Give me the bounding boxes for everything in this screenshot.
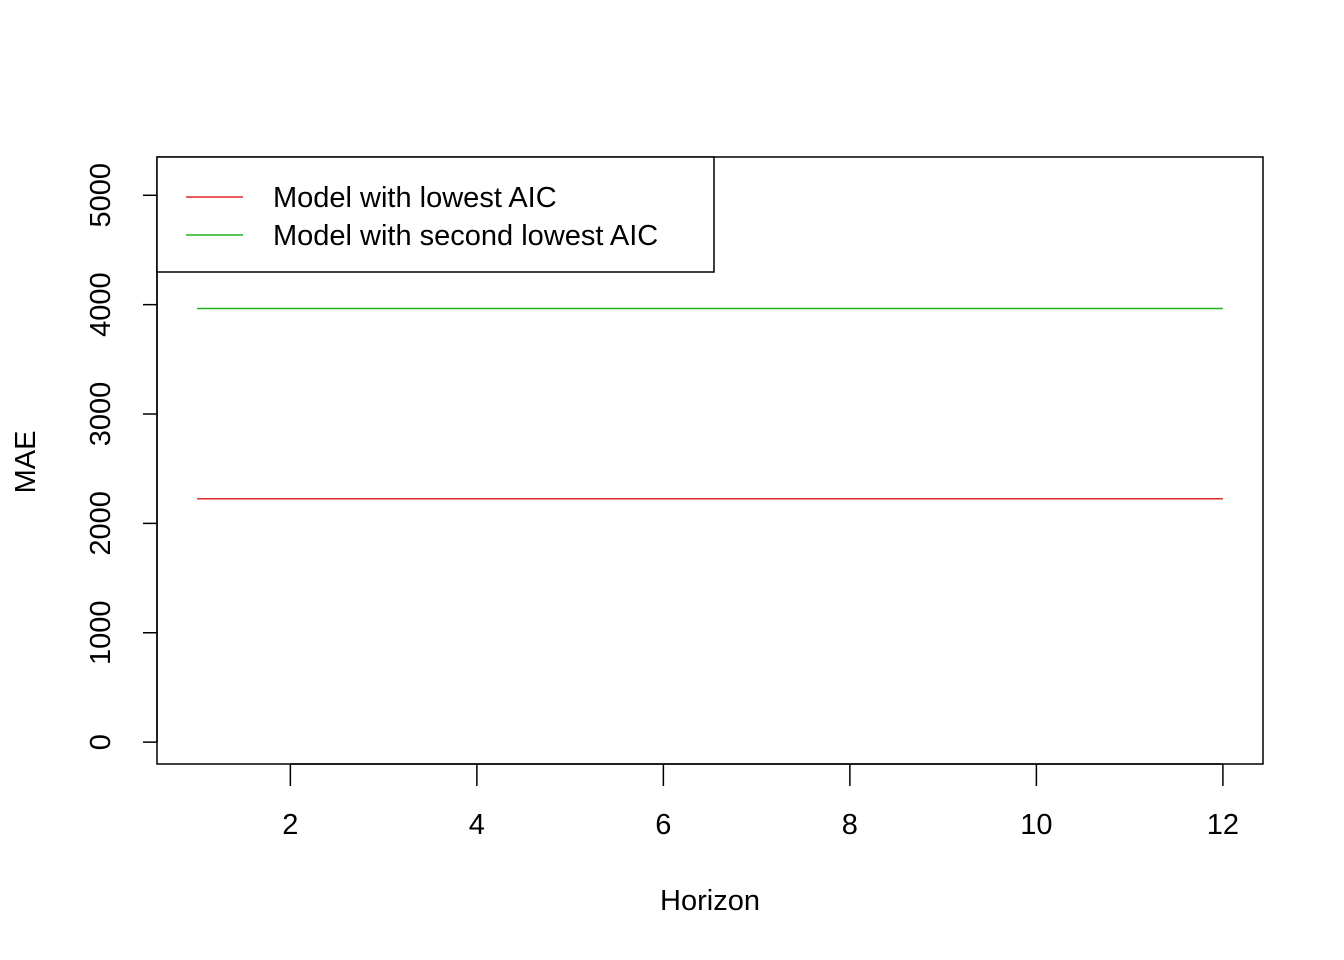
x-tick-label: 10 xyxy=(1020,809,1052,841)
y-tick-label: 2000 xyxy=(85,491,117,556)
x-tick-label: 8 xyxy=(842,809,858,841)
x-tick-label: 12 xyxy=(1207,809,1239,841)
y-tick-label: 0 xyxy=(85,734,117,750)
y-tick-label: 4000 xyxy=(85,272,117,337)
x-tick-label: 4 xyxy=(469,809,485,841)
x-axis-title: Horizon xyxy=(660,885,760,917)
x-tick-label: 6 xyxy=(655,809,671,841)
series-layer xyxy=(197,307,1223,500)
y-tick-label: 1000 xyxy=(85,600,117,665)
x-axis: 2 4 6 8 10 12 xyxy=(282,763,1239,841)
legend-box xyxy=(156,156,715,273)
legend-label-lowest-aic: Model with lowest AIC xyxy=(273,182,557,214)
x-tick-label: 2 xyxy=(282,809,298,841)
legend-label-second-lowest-aic: Model with second lowest AIC xyxy=(273,220,658,252)
legend: Model with lowest AIC Model with second … xyxy=(156,156,715,273)
y-axis: 0 1000 2000 3000 4000 5000 xyxy=(85,163,158,750)
y-tick-label: 5000 xyxy=(85,163,117,228)
y-axis-title: MAE xyxy=(10,431,42,494)
y-tick-label: 3000 xyxy=(85,382,117,447)
